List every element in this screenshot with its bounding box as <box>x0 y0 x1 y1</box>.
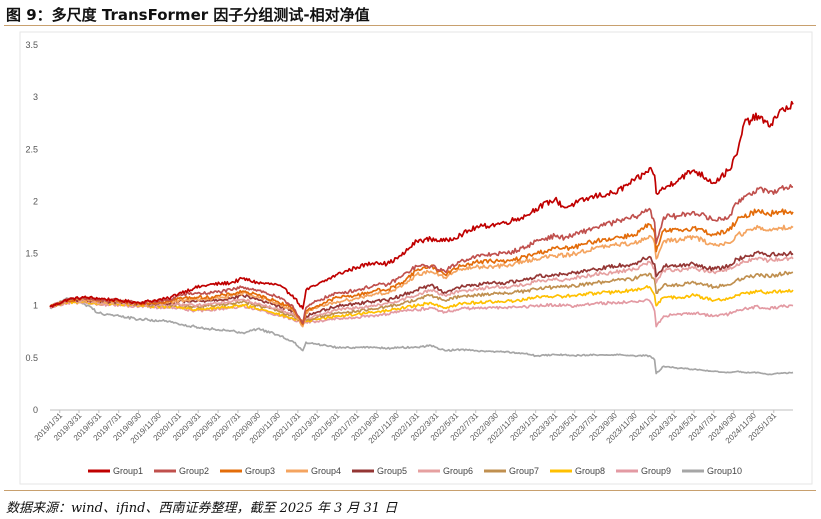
legend-label: Group2 <box>179 466 209 476</box>
legend-label: Group4 <box>311 466 341 476</box>
legend-label: Group3 <box>245 466 275 476</box>
y-tick-label: 1 <box>33 301 38 311</box>
series-line-group1 <box>49 100 794 310</box>
y-tick-label: 0 <box>33 405 38 415</box>
series-line-group10 <box>49 297 794 376</box>
series-line-group4 <box>49 224 794 328</box>
y-tick-label: 2 <box>33 196 38 206</box>
legend-label: Group5 <box>377 466 407 476</box>
y-tick-label: 3.5 <box>25 40 38 50</box>
series-line-group2 <box>49 184 794 325</box>
series-lines <box>49 100 794 376</box>
series-line-group7 <box>49 270 794 324</box>
line-chart: 00.511.522.533.5 2019/1/312019/3/312019/… <box>19 31 813 485</box>
legend-label: Group1 <box>113 466 143 476</box>
footer-divider <box>4 490 816 491</box>
legend-label: Group7 <box>509 466 539 476</box>
legend-label: Group8 <box>575 466 605 476</box>
figure-title: 图 9：多尺度 TransFormer 因子分组测试-相对净值 <box>6 6 370 24</box>
y-axis-ticks: 0 0.5 1 1.5 2 2.5 3 3.5 <box>25 40 38 415</box>
y-tick-label: 2.5 <box>25 144 38 154</box>
title-divider <box>4 25 816 26</box>
series-line-group6 <box>49 256 794 325</box>
legend-label: Group6 <box>443 466 473 476</box>
series-line-group9 <box>49 298 794 328</box>
legend-label: Group10 <box>707 466 742 476</box>
legend-label: Group9 <box>641 466 671 476</box>
y-tick-label: 0.5 <box>25 353 38 363</box>
data-source-note: 数据来源：wind、ifind、西南证券整理，截至 2025 年 3 月 31 … <box>6 501 398 516</box>
y-tick-label: 3 <box>33 92 38 102</box>
plot-frame <box>19 31 813 485</box>
legend: Group1 Group2 Group3 Group4 Group5 Group6 Grou… <box>88 466 742 476</box>
y-tick-label: 1.5 <box>25 249 38 259</box>
